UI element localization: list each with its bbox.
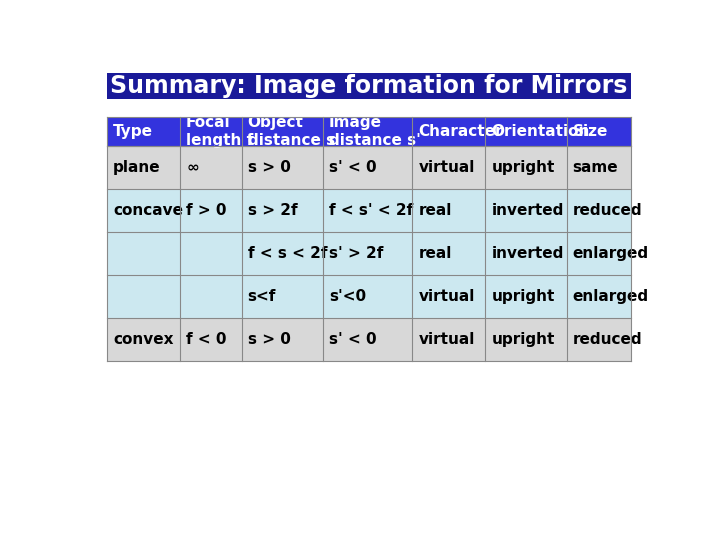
Bar: [567, 117, 631, 146]
Text: inverted: inverted: [492, 246, 564, 261]
Text: ∞: ∞: [186, 160, 199, 175]
Bar: [485, 275, 567, 318]
Bar: [485, 146, 567, 189]
FancyBboxPatch shape: [107, 72, 631, 99]
Bar: [567, 318, 631, 361]
Text: virtual: virtual: [418, 160, 475, 175]
Text: upright: upright: [492, 332, 555, 347]
Text: reduced: reduced: [572, 332, 642, 347]
Text: s' > 2f: s' > 2f: [329, 246, 383, 261]
Bar: [241, 189, 323, 232]
Text: virtual: virtual: [418, 332, 475, 347]
Bar: [485, 117, 567, 146]
Bar: [180, 146, 241, 189]
Text: f < 0: f < 0: [186, 332, 227, 347]
Text: reduced: reduced: [572, 203, 642, 218]
Text: enlarged: enlarged: [572, 246, 649, 261]
Bar: [413, 189, 485, 232]
Bar: [107, 318, 180, 361]
Text: inverted: inverted: [492, 203, 564, 218]
Bar: [567, 232, 631, 275]
Bar: [323, 275, 413, 318]
Bar: [413, 318, 485, 361]
Bar: [241, 275, 323, 318]
Text: concave: concave: [113, 203, 184, 218]
Bar: [180, 318, 241, 361]
Text: enlarged: enlarged: [572, 289, 649, 304]
Bar: [413, 146, 485, 189]
Text: same: same: [572, 160, 618, 175]
Text: plane: plane: [113, 160, 161, 175]
Bar: [567, 146, 631, 189]
Text: Orientation: Orientation: [492, 124, 590, 139]
Bar: [107, 275, 180, 318]
Text: real: real: [418, 203, 452, 218]
Bar: [180, 275, 241, 318]
Bar: [241, 232, 323, 275]
Text: virtual: virtual: [418, 289, 475, 304]
Bar: [413, 117, 485, 146]
Text: Image
distance s': Image distance s': [329, 115, 421, 147]
Bar: [241, 117, 323, 146]
Text: s > 2f: s > 2f: [248, 203, 297, 218]
Bar: [567, 189, 631, 232]
Bar: [323, 232, 413, 275]
Bar: [107, 117, 180, 146]
Text: f < s < 2f: f < s < 2f: [248, 246, 327, 261]
Text: s<f: s<f: [248, 289, 276, 304]
Bar: [241, 318, 323, 361]
Text: f < s' < 2f: f < s' < 2f: [329, 203, 413, 218]
Bar: [107, 146, 180, 189]
Text: convex: convex: [113, 332, 174, 347]
Bar: [323, 189, 413, 232]
Text: s > 0: s > 0: [248, 160, 291, 175]
Text: s' < 0: s' < 0: [329, 332, 377, 347]
Text: s'<0: s'<0: [329, 289, 366, 304]
Text: s' < 0: s' < 0: [329, 160, 377, 175]
Text: upright: upright: [492, 160, 555, 175]
Bar: [485, 232, 567, 275]
Bar: [241, 146, 323, 189]
Bar: [180, 232, 241, 275]
Bar: [413, 275, 485, 318]
Bar: [485, 189, 567, 232]
Bar: [107, 189, 180, 232]
Text: Summary: Image formation for Mirrors: Summary: Image formation for Mirrors: [110, 74, 628, 98]
Bar: [323, 117, 413, 146]
Text: f > 0: f > 0: [186, 203, 227, 218]
Text: Object
distance s: Object distance s: [248, 115, 335, 147]
Bar: [413, 232, 485, 275]
Text: Type: Type: [113, 124, 153, 139]
Text: upright: upright: [492, 289, 555, 304]
Bar: [323, 146, 413, 189]
Bar: [180, 189, 241, 232]
Bar: [485, 318, 567, 361]
Text: Focal
length f: Focal length f: [186, 115, 253, 147]
Text: Size: Size: [572, 124, 608, 139]
Bar: [180, 117, 241, 146]
Text: s > 0: s > 0: [248, 332, 291, 347]
Bar: [323, 318, 413, 361]
Text: Character: Character: [418, 124, 503, 139]
Bar: [107, 232, 180, 275]
Text: real: real: [418, 246, 452, 261]
Bar: [567, 275, 631, 318]
